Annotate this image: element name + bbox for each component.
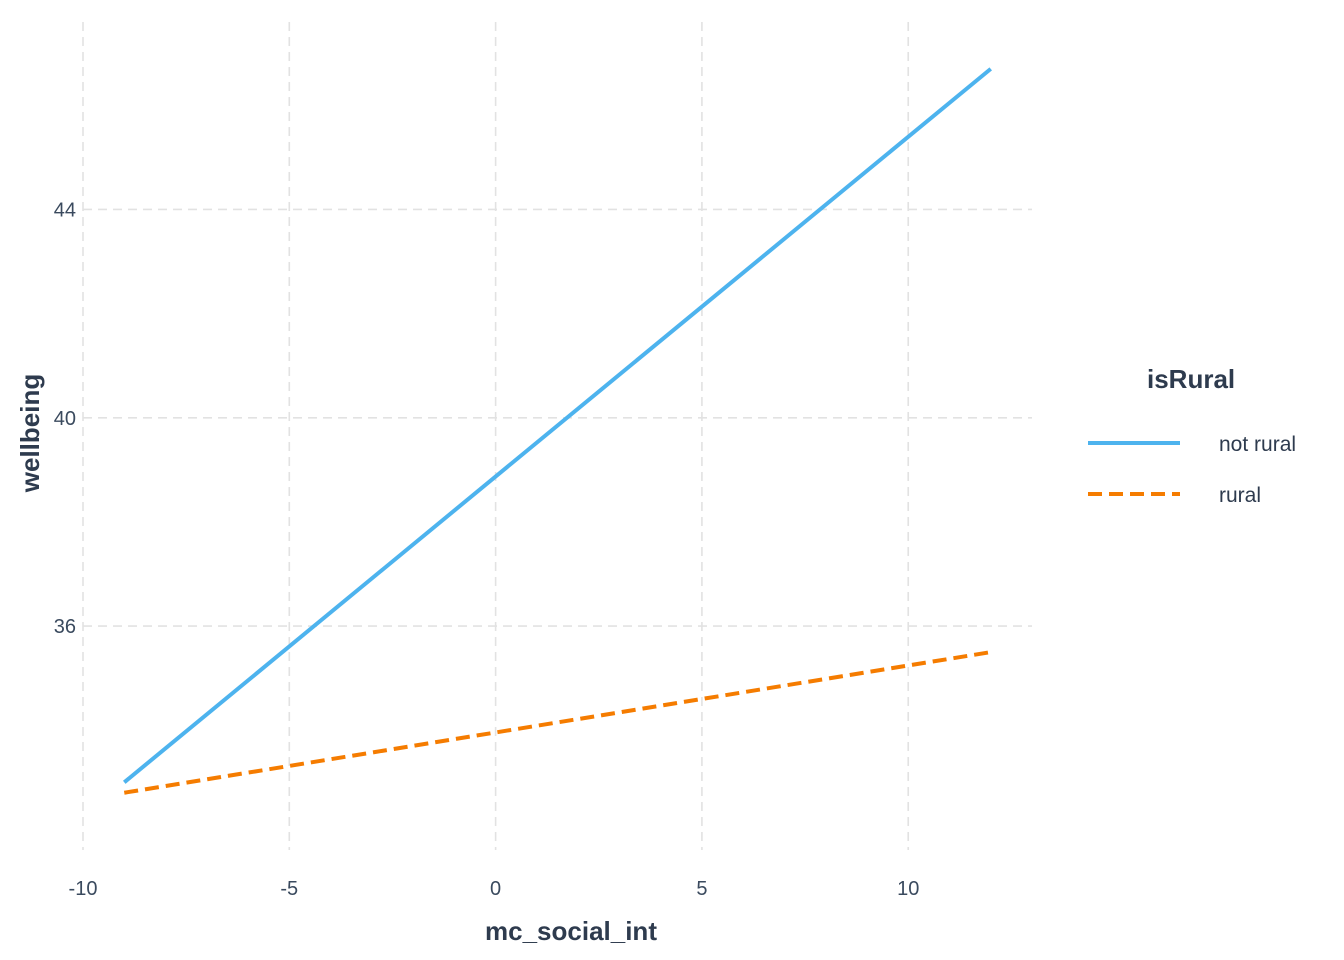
x-tick-labels: -10 -5 0 5 10	[69, 878, 920, 900]
legend-title: isRural	[1147, 364, 1235, 394]
x-tick-label: -5	[280, 878, 298, 900]
y-tick-label: 40	[54, 408, 76, 430]
y-tick-labels: 36 40 44	[54, 199, 76, 638]
legend-label: not rural	[1219, 433, 1296, 456]
y-gridlines	[83, 208, 1032, 627]
legend-items: not rural rural	[1088, 433, 1296, 507]
legend: isRural not rural rural	[1088, 364, 1296, 507]
legend-label: rural	[1219, 484, 1261, 507]
x-tick-label: -10	[69, 878, 98, 900]
x-tick-label: 5	[696, 878, 707, 900]
y-tick-label: 44	[54, 199, 76, 221]
series-line-not-rural	[122, 67, 993, 784]
x-gridlines	[82, 22, 910, 850]
x-tick-label: 0	[490, 878, 501, 900]
y-axis-title: wellbeing	[15, 374, 45, 493]
x-tick-label: 10	[897, 878, 919, 900]
series-lines	[122, 67, 993, 795]
x-axis-title: mc_social_int	[485, 916, 657, 946]
y-tick-label: 36	[54, 616, 76, 638]
